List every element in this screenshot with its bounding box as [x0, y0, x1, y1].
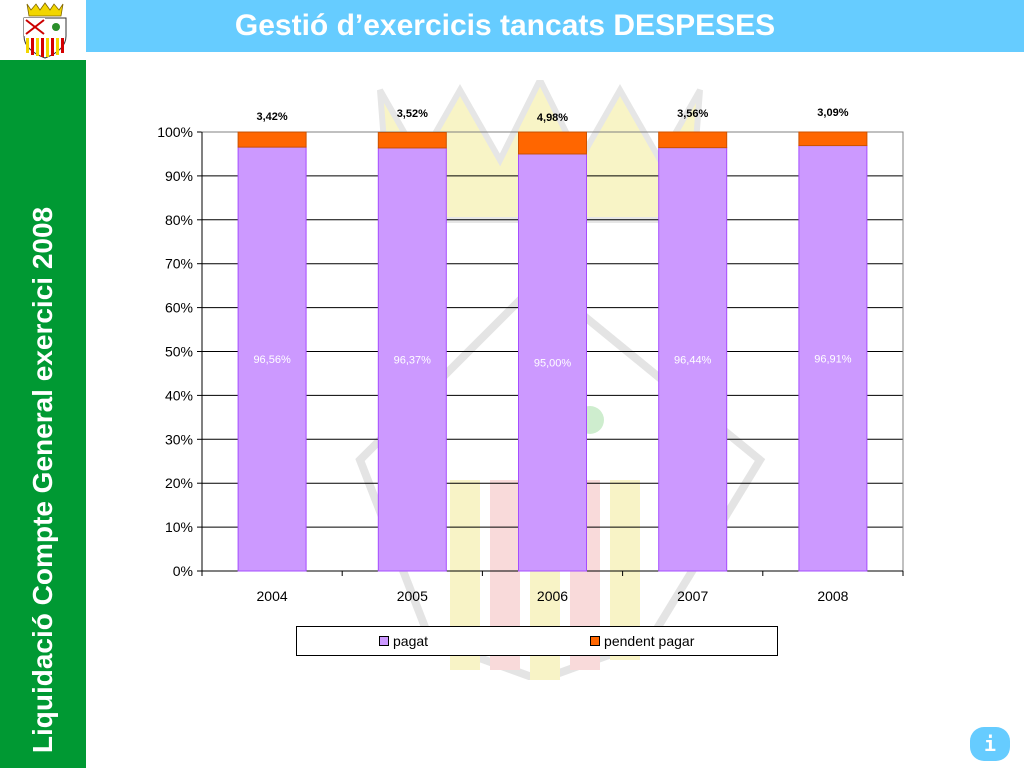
x-tick-label: 2005 — [397, 588, 428, 604]
data-label-pagat: 96,44% — [674, 354, 712, 366]
bar-pagat — [377, 147, 447, 572]
title-bar: Gestió d’exercicis tancats DESPESES — [86, 0, 1024, 52]
bar-pendent — [658, 131, 728, 149]
y-tick-label: 40% — [165, 387, 193, 403]
legend-item-pagat: pagat — [379, 633, 428, 649]
x-tick-label: 2008 — [817, 588, 848, 604]
y-tick-label: 50% — [165, 344, 193, 360]
data-label-pagat: 96,91% — [814, 353, 852, 365]
y-tick-label: 20% — [165, 475, 193, 491]
legend-label-pagat: pagat — [393, 633, 429, 649]
bar-pagat — [237, 146, 307, 572]
x-tick-label: 2007 — [677, 588, 708, 604]
legend-label-pendent: pendent pagar — [604, 633, 695, 649]
y-tick-label: 60% — [165, 300, 193, 316]
bar-pagat — [798, 145, 868, 572]
data-label-pagat: 95,00% — [534, 357, 572, 369]
legend-swatch-pagat — [379, 636, 389, 646]
y-tick-label: 80% — [165, 212, 193, 228]
bar-pagat — [658, 147, 728, 572]
data-label-pendent: 3,42% — [256, 111, 287, 123]
y-tick-label: 100% — [157, 124, 193, 140]
y-tick-label: 70% — [165, 256, 193, 272]
data-label-pagat: 96,56% — [253, 354, 291, 366]
x-tick-label: 2004 — [257, 588, 288, 604]
sidebar-title: Liquidació Compte General exercici 2008 — [27, 206, 58, 754]
x-tick-label: 2006 — [537, 588, 568, 604]
legend-item-pendent: pendent pagar — [590, 633, 694, 649]
data-label-pendent: 3,56% — [677, 108, 708, 120]
bar-pendent — [377, 131, 447, 149]
data-label-pendent: 4,98% — [537, 112, 568, 124]
y-tick-label: 90% — [165, 168, 193, 184]
legend: pagat pendent pagar — [296, 626, 778, 656]
bar-pendent — [798, 131, 868, 147]
info-button[interactable]: i — [970, 727, 1010, 761]
y-tick-label: 10% — [165, 519, 193, 535]
bar-pendent — [237, 131, 307, 148]
legend-swatch-pendent — [590, 636, 601, 646]
data-label-pendent: 3,52% — [397, 108, 428, 120]
data-label-pagat: 96,37% — [394, 354, 432, 366]
sidebar: Liquidació Compte General exercici 2008 — [0, 60, 86, 768]
y-tick-label: 30% — [165, 431, 193, 447]
data-label-pendent: 3,09% — [817, 107, 848, 119]
bar-pagat — [518, 153, 587, 572]
logo — [0, 0, 86, 60]
page-title: Gestió d’exercicis tancats DESPESES — [234, 9, 776, 42]
coat-of-arms-icon — [23, 2, 67, 59]
y-tick-label: 0% — [173, 563, 193, 579]
stacked-bar-chart: 0% 10% 20% 30% 40% 50% 60% 70% 80% 90% 100% 96,56% 3… — [157, 107, 904, 604]
bar-pendent — [518, 131, 587, 155]
